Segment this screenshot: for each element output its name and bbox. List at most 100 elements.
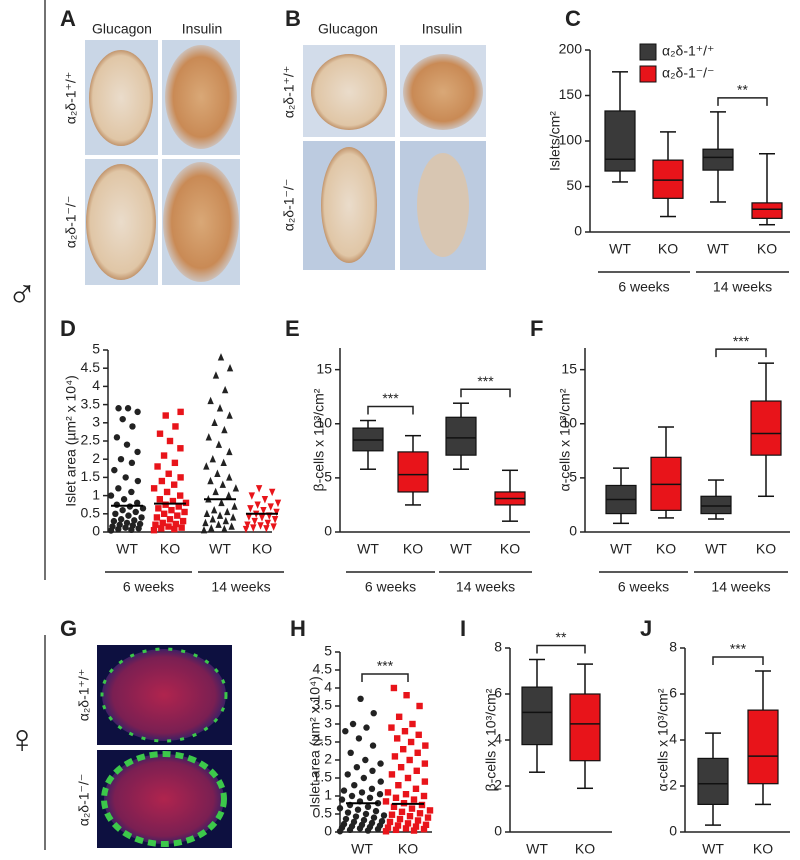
point [134, 477, 142, 485]
point [212, 487, 219, 496]
point [128, 459, 136, 467]
point [119, 506, 126, 514]
legend-label: α₂δ-1⁻/⁻ [662, 65, 714, 81]
point [125, 512, 132, 519]
box [521, 686, 553, 746]
point [116, 521, 123, 528]
y-tick-label: 1.5 [313, 769, 333, 785]
point [410, 827, 418, 834]
point [355, 735, 363, 742]
point [420, 825, 428, 833]
panel-letter: H [290, 616, 306, 641]
point [165, 470, 172, 477]
point [396, 815, 404, 823]
point [160, 452, 168, 459]
point [422, 821, 430, 828]
significance-label: ** [737, 82, 748, 98]
point [156, 496, 164, 503]
box [697, 757, 729, 806]
group-label: 6 weeks [618, 279, 669, 295]
point [255, 485, 263, 493]
point [215, 520, 222, 528]
point [210, 505, 218, 514]
point [222, 516, 230, 525]
point [358, 789, 366, 796]
y-tick-label: 2 [669, 777, 677, 793]
y-tick-label: 0 [494, 823, 502, 839]
point [410, 796, 418, 803]
panel-letter: J [640, 616, 652, 641]
significance-label: *** [377, 658, 394, 674]
point [218, 498, 225, 507]
x-tick-label: KO [403, 541, 423, 557]
point [426, 807, 434, 814]
point [200, 525, 208, 534]
y-tick-label: 2.5 [81, 432, 101, 448]
point [402, 791, 410, 798]
point [170, 481, 178, 488]
point [377, 778, 384, 785]
point [391, 753, 399, 760]
point [378, 818, 386, 825]
y-tick-label: 10 [561, 414, 577, 430]
point [162, 501, 169, 508]
point [117, 456, 125, 463]
point [158, 525, 165, 532]
y-tick-label: 1 [92, 486, 100, 502]
point [203, 509, 211, 517]
significance-bracket [536, 644, 586, 654]
y-tick-label: 4 [494, 731, 502, 747]
point [214, 469, 221, 477]
group-label: 14 weeks [713, 279, 772, 295]
point [172, 520, 180, 528]
point [388, 771, 396, 778]
point [362, 810, 370, 818]
point [403, 692, 410, 699]
point [232, 484, 240, 492]
point [152, 521, 159, 528]
point [388, 724, 395, 731]
islet [311, 54, 387, 130]
point [416, 810, 424, 817]
point [360, 774, 368, 782]
point [231, 502, 238, 510]
point [129, 423, 136, 430]
point [221, 524, 228, 533]
point [177, 408, 184, 416]
significance-bracket [361, 673, 409, 682]
point [131, 517, 138, 524]
point [409, 720, 416, 728]
point [392, 826, 400, 834]
x-tick-label: KO [398, 841, 418, 857]
point [413, 767, 420, 774]
point [119, 415, 126, 423]
point [203, 462, 210, 470]
panel-letter: G [60, 616, 77, 641]
point [418, 801, 426, 809]
point [336, 805, 344, 812]
significance-bracket [712, 656, 764, 665]
point [404, 774, 412, 782]
legend-swatch [639, 65, 657, 83]
y-tick-label: 50 [566, 177, 582, 193]
row-label: α₂δ-1⁺/⁺ [76, 669, 92, 721]
point [353, 764, 361, 771]
panel-letter: E [285, 316, 300, 341]
point [150, 485, 158, 492]
y-tick-label: 5 [92, 341, 100, 357]
islet [165, 45, 237, 149]
y-tick-label: 0 [569, 523, 577, 539]
point [350, 818, 358, 826]
x-tick-label: WT [609, 241, 631, 257]
row-label: α₂δ-1⁻/⁻ [281, 179, 297, 231]
point [415, 731, 422, 738]
point [166, 516, 174, 523]
point [401, 728, 409, 735]
box [445, 416, 477, 456]
point [226, 473, 233, 481]
row-label: α₂δ-1⁺/⁺ [63, 72, 79, 124]
x-tick-label: KO [500, 541, 520, 557]
point [129, 522, 137, 529]
point [228, 522, 235, 530]
